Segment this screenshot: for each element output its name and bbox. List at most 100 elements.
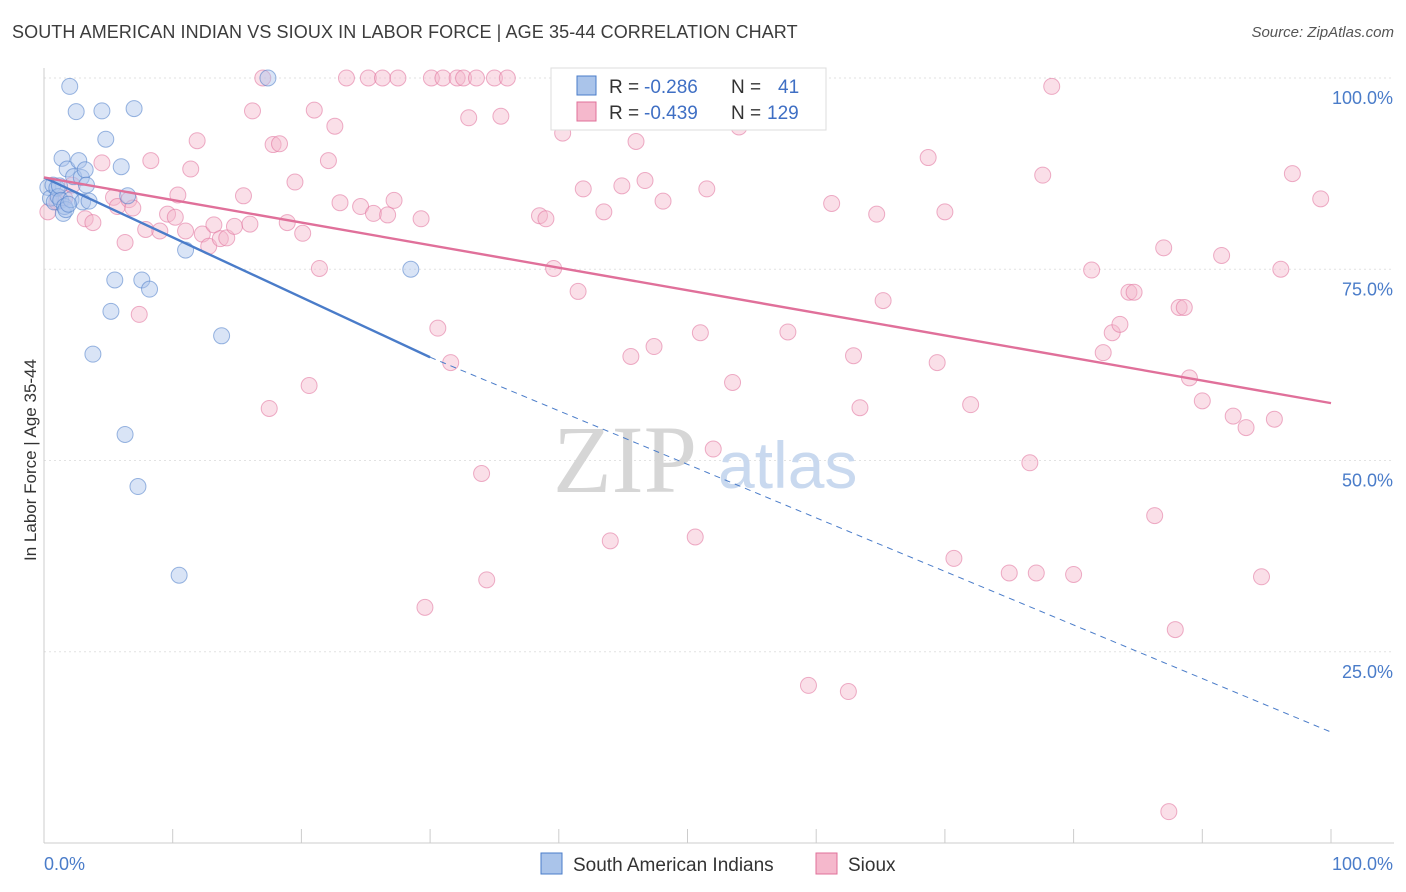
data-point xyxy=(1120,283,1138,301)
data-point xyxy=(1094,344,1112,362)
data-point xyxy=(1175,299,1193,316)
data-point xyxy=(1265,410,1283,428)
bottom-legend-swatch-sioux xyxy=(815,852,838,875)
data-point xyxy=(300,377,318,395)
data-point xyxy=(442,354,460,372)
data-point xyxy=(385,191,403,209)
data-point xyxy=(53,149,71,167)
data-point xyxy=(116,425,134,443)
data-point xyxy=(1083,261,1101,279)
data-point xyxy=(170,566,188,584)
data-point xyxy=(448,69,466,87)
data-point xyxy=(537,210,555,228)
data-point xyxy=(260,399,278,417)
data-point xyxy=(389,69,407,87)
data-point xyxy=(319,152,337,170)
data-point xyxy=(84,345,102,363)
data-point xyxy=(691,324,709,342)
data-point xyxy=(205,216,223,234)
data-point xyxy=(1111,315,1129,333)
data-point xyxy=(467,69,485,87)
data-point xyxy=(1034,166,1052,184)
trend-line xyxy=(43,176,431,359)
data-point xyxy=(839,683,857,701)
data-point xyxy=(337,69,355,87)
legend-n-label-1: N = xyxy=(731,77,761,98)
data-point xyxy=(485,69,503,87)
data-point xyxy=(305,101,323,119)
data-point xyxy=(1213,246,1231,264)
data-point xyxy=(102,302,120,320)
trend-lines xyxy=(43,176,1332,733)
data-point xyxy=(498,69,516,87)
data-point xyxy=(1160,803,1178,821)
data-point xyxy=(241,215,259,233)
data-point xyxy=(1021,454,1039,472)
data-point xyxy=(130,305,148,323)
data-point xyxy=(264,136,282,154)
chart-title: SOUTH AMERICAN INDIAN VS SIOUX IN LABOR … xyxy=(12,22,798,42)
data-point xyxy=(434,69,452,87)
watermark-zip: ZIP xyxy=(553,406,697,513)
data-point xyxy=(698,180,716,198)
data-point xyxy=(455,69,473,87)
data-point xyxy=(234,187,252,205)
data-point xyxy=(213,327,231,345)
data-point xyxy=(962,396,980,414)
data-point xyxy=(76,161,94,179)
data-point xyxy=(373,69,391,87)
data-point xyxy=(125,100,143,118)
data-point xyxy=(61,77,79,95)
data-point xyxy=(67,103,85,121)
data-point xyxy=(310,259,328,277)
data-point xyxy=(1272,260,1290,278)
data-point xyxy=(868,205,886,223)
data-point xyxy=(1237,419,1255,437)
bottom-legend-label-sioux: Sioux xyxy=(848,855,896,876)
watermark: ZIP atlas xyxy=(553,406,857,513)
bottom-legend-label-south-american-indians: South American Indians xyxy=(573,855,774,876)
data-point xyxy=(166,208,184,226)
data-point xyxy=(412,210,430,228)
data-point xyxy=(704,440,722,458)
data-point xyxy=(1166,621,1184,639)
data-point xyxy=(779,323,797,341)
data-point xyxy=(601,532,619,550)
data-point xyxy=(278,214,296,232)
stats-legend: R = -0.286 N = 41 R = -0.439 N = 129 xyxy=(550,67,827,131)
data-point xyxy=(874,292,892,310)
data-point xyxy=(1125,283,1143,301)
data-point xyxy=(622,347,640,365)
legend-n-label-2: N = xyxy=(731,103,761,124)
data-point xyxy=(142,152,160,170)
legend-n-value-1: 41 xyxy=(778,77,799,98)
data-point xyxy=(799,676,817,694)
data-point xyxy=(182,160,200,178)
data-point xyxy=(492,107,510,125)
y-tick-label: 75.0% xyxy=(1342,279,1393,299)
data-point xyxy=(416,598,434,616)
data-point xyxy=(271,135,289,153)
data-point xyxy=(177,222,195,240)
legend-swatch-sioux xyxy=(576,101,597,122)
watermark-atlas: atlas xyxy=(718,428,857,502)
data-point xyxy=(569,282,587,300)
data-point xyxy=(1283,165,1301,183)
data-point xyxy=(331,194,349,212)
data-point xyxy=(945,549,963,567)
data-point xyxy=(1170,299,1188,316)
data-point xyxy=(1065,565,1083,583)
data-point xyxy=(116,233,134,251)
data-point xyxy=(364,204,382,222)
data-point xyxy=(1000,564,1018,582)
data-point xyxy=(188,132,206,150)
data-point xyxy=(429,319,447,337)
data-point xyxy=(93,154,111,172)
data-point xyxy=(422,69,440,87)
data-point xyxy=(76,210,94,228)
data-point xyxy=(379,206,397,224)
data-point xyxy=(613,177,631,195)
data-point xyxy=(645,338,663,356)
data-point xyxy=(294,224,312,242)
data-point xyxy=(254,69,272,87)
